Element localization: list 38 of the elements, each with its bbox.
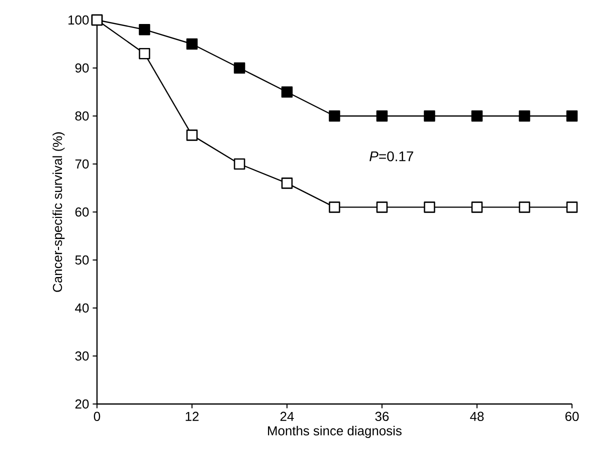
- point: [138, 48, 150, 60]
- y-tick-label: 70: [75, 159, 89, 169]
- point: [424, 202, 436, 213]
- point: [424, 110, 436, 122]
- point: [186, 130, 198, 141]
- y-tick-label: 90: [75, 63, 89, 73]
- point: [234, 62, 246, 74]
- x-tick-label: 12: [186, 412, 199, 421]
- y-tick-label: 60: [75, 207, 89, 217]
- y-tick-label: 20: [75, 399, 89, 409]
- x-tick-label: 36: [375, 412, 389, 422]
- point: [328, 110, 340, 122]
- y-axis-title: Cancer-specific survival (%): [52, 132, 65, 292]
- point: [566, 110, 578, 122]
- x-tick-label: 60: [565, 412, 579, 422]
- y-tick-label: 30: [75, 351, 89, 361]
- x-tick-label: 0: [94, 412, 100, 422]
- point: [518, 110, 530, 122]
- point: [281, 178, 293, 189]
- point: [376, 202, 388, 213]
- point: [471, 202, 483, 213]
- point: [138, 24, 150, 36]
- point: [281, 86, 293, 98]
- y-tick-label: 80: [75, 111, 89, 121]
- point: [518, 202, 530, 213]
- x-axis-title: Months since diagnosis: [268, 426, 402, 438]
- point: [234, 158, 246, 170]
- x-tick-label: 24: [280, 412, 294, 421]
- y-tick-label: 40: [75, 303, 89, 313]
- point: [328, 202, 340, 213]
- y-tick-label: 50: [75, 255, 89, 265]
- point: [566, 202, 578, 213]
- x-tick-label: 48: [470, 412, 484, 422]
- point: [376, 110, 388, 122]
- point: [186, 38, 198, 50]
- point: [471, 110, 483, 122]
- annotation: P=0.17: [370, 151, 414, 162]
- y-tick-label: 100: [68, 15, 89, 25]
